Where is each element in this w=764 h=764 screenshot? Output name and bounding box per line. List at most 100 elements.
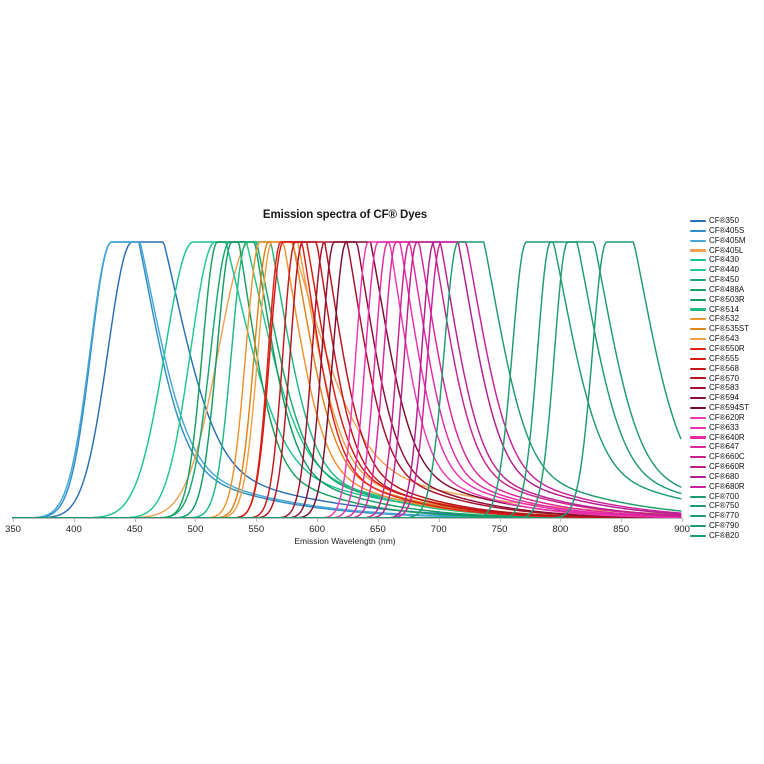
legend-item[interactable]: CF®594ST <box>690 403 764 413</box>
legend-item[interactable]: CF®350 <box>690 216 764 226</box>
legend-item[interactable]: CF®568 <box>690 364 764 374</box>
legend-item[interactable]: CF®405M <box>690 236 764 246</box>
legend-item[interactable]: CF®700 <box>690 492 764 502</box>
legend-item[interactable]: CF®583 <box>690 383 764 393</box>
legend-label: CF®450 <box>709 275 739 285</box>
legend-item[interactable]: CF®550R <box>690 344 764 354</box>
legend-label: CF®660C <box>709 452 745 462</box>
x-axis-label: Emission Wavelength (nm) <box>294 536 396 546</box>
legend-label: CF®503R <box>709 294 745 304</box>
legend-item[interactable]: CF®430 <box>690 255 764 265</box>
legend-item[interactable]: CF®594 <box>690 393 764 403</box>
legend-swatch <box>690 485 706 488</box>
legend-swatch <box>690 298 706 301</box>
legend-label: CF®535ST <box>709 324 750 334</box>
legend-swatch <box>690 288 706 291</box>
legend-label: CF®790 <box>709 521 739 531</box>
legend-swatch <box>690 239 706 242</box>
legend-item[interactable]: CF®532 <box>690 314 764 324</box>
legend-label: CF®620R <box>709 412 745 422</box>
legend-label: CF®405S <box>709 225 745 235</box>
x-axis: 350 400 450 500 550 600 650 700 750 800 850 900 <box>0 516 690 552</box>
legend-swatch <box>690 416 706 419</box>
legend-item[interactable]: CF®770 <box>690 511 764 521</box>
legend-item[interactable]: CF®660R <box>690 462 764 472</box>
x-tick-label: 700 <box>430 524 447 535</box>
x-tick <box>682 518 683 522</box>
legend-item[interactable]: CF®680R <box>690 482 764 492</box>
x-tick <box>499 518 501 522</box>
legend-item[interactable]: CF®405S <box>690 226 764 236</box>
legend-swatch <box>690 456 706 459</box>
legend-label: CF®488A <box>709 284 745 294</box>
legend-swatch <box>690 229 706 232</box>
legend-item[interactable]: CF®503R <box>690 295 764 305</box>
legend-item[interactable]: CF®488A <box>690 285 764 295</box>
legend-swatch <box>690 436 706 439</box>
legend-label: CF®680 <box>709 471 739 481</box>
legend-label: CF®568 <box>709 363 739 373</box>
legend: CF®350 CF®405S CF®405M CF®405L CF®430 CF®440 C… <box>690 216 764 541</box>
legend-swatch <box>690 357 706 360</box>
legend-item[interactable]: CF®405L <box>690 246 764 256</box>
legend-item[interactable]: CF®555 <box>690 354 764 364</box>
legend-item[interactable]: CF®750 <box>690 501 764 511</box>
legend-swatch <box>690 495 706 498</box>
legend-item[interactable]: CF®640R <box>690 433 764 443</box>
x-tick <box>13 518 14 522</box>
legend-swatch <box>690 515 706 518</box>
legend-swatch <box>690 308 706 311</box>
x-tick <box>560 518 562 522</box>
legend-label: CF®555 <box>709 353 739 363</box>
legend-label: CF®543 <box>709 334 739 344</box>
legend-swatch <box>690 426 706 429</box>
x-tick-label: 900 <box>674 524 690 535</box>
x-tick <box>195 518 197 522</box>
legend-item[interactable]: CF®450 <box>690 275 764 285</box>
legend-item[interactable]: CF®620R <box>690 413 764 423</box>
x-tick-label: 450 <box>126 524 143 535</box>
spectra-svg <box>12 241 682 519</box>
legend-label: CF®440 <box>709 265 739 275</box>
x-tick <box>134 518 136 522</box>
legend-item[interactable]: CF®543 <box>690 334 764 344</box>
legend-item[interactable]: CF®820 <box>690 531 764 541</box>
legend-swatch <box>690 406 706 409</box>
legend-swatch <box>690 534 706 537</box>
legend-swatch <box>690 249 706 252</box>
legend-swatch <box>690 278 706 282</box>
x-tick-label: 800 <box>552 524 569 535</box>
spectra-plot <box>0 218 690 520</box>
x-axis-line <box>13 518 682 520</box>
x-tick-label: 550 <box>248 524 265 535</box>
legend-item[interactable]: CF®790 <box>690 521 764 531</box>
x-tick-label: 650 <box>369 524 386 535</box>
legend-swatch <box>690 377 706 380</box>
legend-item[interactable]: CF®660C <box>690 452 764 462</box>
legend-item[interactable]: CF®680 <box>690 472 764 482</box>
legend-swatch <box>690 475 706 478</box>
legend-swatch <box>690 338 706 341</box>
legend-label: CF®583 <box>709 383 739 393</box>
x-tick <box>256 518 258 522</box>
legend-item[interactable]: CF®440 <box>690 265 764 275</box>
legend-swatch <box>690 347 706 350</box>
legend-swatch <box>690 525 706 528</box>
legend-item[interactable]: CF®633 <box>690 423 764 433</box>
legend-swatch <box>690 397 706 400</box>
legend-item[interactable]: CF®570 <box>690 374 764 384</box>
legend-label: CF®532 <box>709 314 739 324</box>
legend-label: CF®405L <box>709 245 744 255</box>
legend-item[interactable]: CF®514 <box>690 305 764 315</box>
legend-label: CF®514 <box>709 304 739 314</box>
legend-label: CF®680R <box>709 481 745 491</box>
legend-item[interactable]: CF®535ST <box>690 324 764 334</box>
x-tick-label: 400 <box>65 524 82 535</box>
page-title: Emission spectra of CF® Dyes <box>262 209 428 221</box>
x-tick <box>621 518 623 522</box>
x-tick <box>73 518 75 522</box>
legend-label: CF®660R <box>709 462 745 472</box>
legend-item[interactable]: CF®647 <box>690 442 764 452</box>
legend-label: CF®770 <box>709 511 739 521</box>
x-tick-label: 850 <box>613 524 630 535</box>
